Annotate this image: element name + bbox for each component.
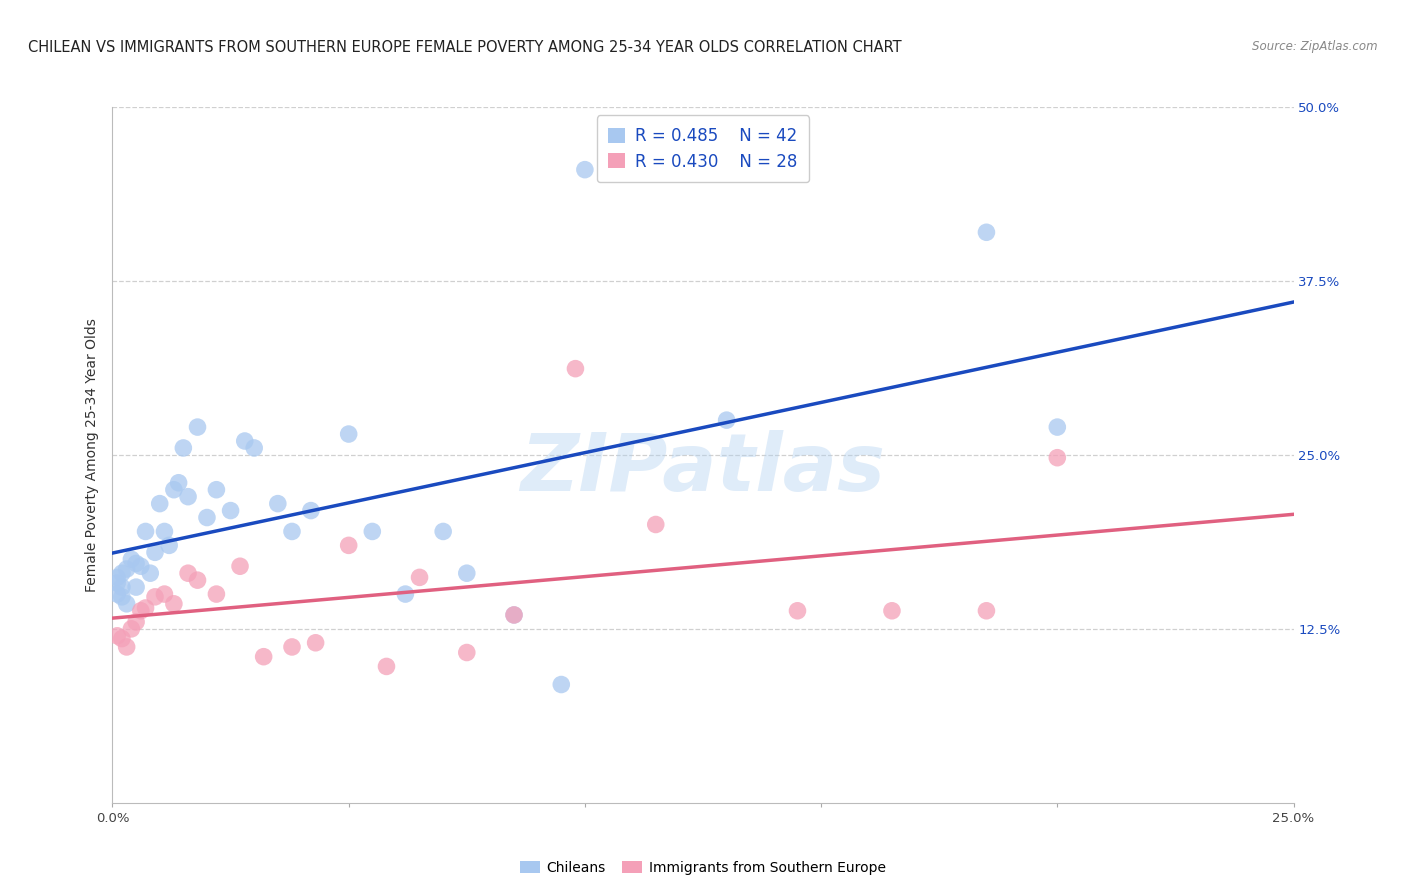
Point: [503, 607, 526, 622]
Point: [120, 622, 142, 636]
Point: [299, 503, 322, 517]
Point: [219, 503, 242, 517]
Legend: R = 0.485    N = 42, R = 0.430    N = 28: R = 0.485 N = 42, R = 0.430 N = 28: [596, 115, 810, 182]
Point: [120, 552, 142, 566]
Point: [456, 566, 478, 581]
Point: [153, 587, 176, 601]
Text: Source: ZipAtlas.com: Source: ZipAtlas.com: [1253, 40, 1378, 54]
Point: [337, 427, 360, 442]
Point: [105, 576, 128, 591]
Point: [111, 580, 134, 594]
Point: [281, 640, 304, 654]
Point: [233, 434, 256, 448]
Point: [177, 490, 200, 504]
Point: [432, 524, 454, 539]
Point: [135, 601, 157, 615]
Point: [550, 677, 572, 691]
Point: [186, 420, 208, 434]
Point: [105, 570, 128, 584]
Point: [153, 524, 176, 539]
Point: [125, 615, 148, 629]
Point: [574, 162, 596, 177]
Point: [1046, 420, 1069, 434]
Y-axis label: Female Poverty Among 25-34 Year Olds: Female Poverty Among 25-34 Year Olds: [86, 318, 100, 592]
Point: [1046, 450, 1069, 465]
Point: [157, 538, 180, 552]
Point: [564, 361, 586, 376]
Point: [129, 559, 152, 574]
Point: [186, 573, 208, 587]
Point: [139, 566, 162, 581]
Point: [716, 413, 738, 427]
Point: [281, 524, 304, 539]
Point: [361, 524, 384, 539]
Point: [177, 566, 200, 581]
Point: [125, 580, 148, 594]
Point: [786, 604, 808, 618]
Point: [111, 632, 134, 646]
Point: [337, 538, 360, 552]
Point: [163, 483, 186, 497]
Point: [408, 570, 430, 584]
Point: [394, 587, 416, 601]
Point: [229, 559, 252, 574]
Point: [149, 497, 172, 511]
Point: [375, 659, 398, 673]
Point: [105, 587, 128, 601]
Point: [976, 604, 998, 618]
Point: [205, 483, 228, 497]
Point: [105, 629, 128, 643]
Point: [304, 636, 326, 650]
Point: [267, 497, 290, 511]
Point: [976, 225, 998, 239]
Point: [143, 590, 166, 604]
Text: CHILEAN VS IMMIGRANTS FROM SOUTHERN EUROPE FEMALE POVERTY AMONG 25-34 YEAR OLDS : CHILEAN VS IMMIGRANTS FROM SOUTHERN EURO…: [28, 40, 901, 55]
Point: [115, 597, 138, 611]
Point: [195, 510, 218, 524]
Point: [163, 597, 186, 611]
Point: [243, 441, 266, 455]
Point: [111, 566, 134, 581]
Point: [111, 590, 134, 604]
Point: [456, 646, 478, 660]
Point: [880, 604, 903, 618]
Point: [253, 649, 276, 664]
Point: [135, 524, 157, 539]
Text: ZIPatlas: ZIPatlas: [520, 430, 886, 508]
Point: [115, 562, 138, 576]
Point: [115, 640, 138, 654]
Point: [172, 441, 194, 455]
Point: [644, 517, 666, 532]
Point: [125, 557, 148, 571]
Point: [129, 604, 152, 618]
Point: [167, 475, 190, 490]
Legend: Chileans, Immigrants from Southern Europe: Chileans, Immigrants from Southern Europ…: [515, 855, 891, 880]
Point: [503, 607, 526, 622]
Point: [143, 545, 166, 559]
Point: [205, 587, 228, 601]
